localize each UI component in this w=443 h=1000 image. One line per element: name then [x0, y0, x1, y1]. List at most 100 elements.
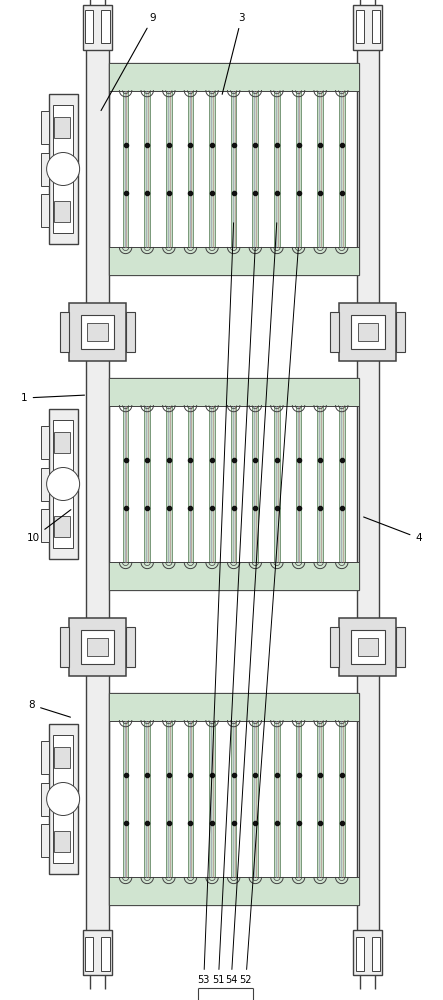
Bar [353, 5, 382, 50]
Bar [101, 937, 109, 970]
Circle shape [47, 152, 80, 186]
Bar [109, 693, 359, 905]
Bar [41, 824, 49, 857]
Bar [54, 830, 70, 852]
Bar [49, 94, 78, 244]
Bar [83, 5, 112, 50]
Bar [87, 323, 108, 341]
Bar [41, 111, 49, 144]
Bar [109, 63, 359, 275]
Bar [123, 91, 128, 247]
Bar [49, 409, 78, 559]
Bar [109, 693, 359, 721]
Bar [123, 721, 128, 877]
Bar [109, 63, 359, 91]
Bar [339, 303, 396, 361]
Bar [123, 406, 128, 562]
Bar [209, 406, 215, 562]
Bar [166, 721, 171, 877]
Bar [357, 48, 379, 965]
Bar [372, 937, 380, 970]
Bar [144, 91, 150, 247]
Circle shape [47, 468, 80, 500]
Bar [53, 420, 73, 548]
Text: 8: 8 [29, 700, 70, 717]
Bar [353, 930, 382, 975]
Bar [274, 91, 280, 247]
Bar [358, 638, 378, 656]
Bar [85, 9, 93, 43]
Bar [356, 937, 364, 970]
Bar [188, 406, 193, 562]
Bar [54, 516, 70, 536]
Bar [81, 315, 114, 349]
Bar [54, 200, 70, 222]
Bar [41, 741, 49, 774]
Bar [231, 406, 237, 562]
Bar [317, 406, 323, 562]
Bar [274, 721, 280, 877]
Bar [60, 312, 69, 352]
Bar [109, 378, 359, 590]
Bar [126, 312, 135, 352]
Bar [356, 9, 364, 43]
Bar [166, 91, 171, 247]
Bar [69, 303, 126, 361]
Bar [166, 406, 171, 562]
Bar [253, 721, 258, 877]
Bar [396, 312, 405, 352]
Bar [41, 509, 49, 542]
Bar [372, 9, 380, 43]
Bar [317, 721, 323, 877]
Bar [87, 638, 108, 656]
Bar [41, 782, 49, 816]
Text: 4: 4 [364, 517, 422, 543]
Bar [81, 630, 114, 664]
Bar [83, 930, 112, 975]
Bar [296, 406, 301, 562]
Bar [296, 721, 301, 877]
Bar [253, 91, 258, 247]
Bar [69, 618, 126, 676]
Bar [41, 152, 49, 186]
Bar [209, 91, 215, 247]
Text: 53: 53 [198, 223, 233, 985]
Bar [126, 627, 135, 667]
Bar [144, 406, 150, 562]
Bar [109, 562, 359, 590]
Bar [41, 426, 49, 459]
Bar [188, 91, 193, 247]
Bar [339, 406, 345, 562]
Bar [330, 627, 339, 667]
Bar [60, 627, 69, 667]
Text: 54: 54 [225, 223, 277, 985]
Bar [86, 48, 109, 965]
Text: 52: 52 [240, 248, 298, 985]
Bar [54, 432, 70, 452]
Bar [339, 618, 396, 676]
Bar [85, 937, 93, 970]
Bar [231, 721, 237, 877]
Bar [317, 91, 323, 247]
Bar [296, 91, 301, 247]
Bar [53, 105, 73, 233]
Text: 51: 51 [212, 248, 255, 985]
Bar [351, 315, 385, 349]
Bar [41, 194, 49, 227]
Bar [41, 468, 49, 500]
Text: 3: 3 [222, 13, 245, 94]
Bar [101, 9, 109, 43]
Circle shape [47, 782, 80, 816]
Bar [330, 312, 339, 352]
Bar [351, 630, 385, 664]
Bar [253, 406, 258, 562]
Bar [209, 721, 215, 877]
Bar [339, 721, 345, 877]
Text: 1: 1 [21, 393, 85, 403]
Text: 10: 10 [27, 510, 71, 543]
Bar [358, 323, 378, 341]
Bar [188, 721, 193, 877]
Bar [109, 247, 359, 275]
Bar [54, 116, 70, 137]
Bar [49, 724, 78, 874]
